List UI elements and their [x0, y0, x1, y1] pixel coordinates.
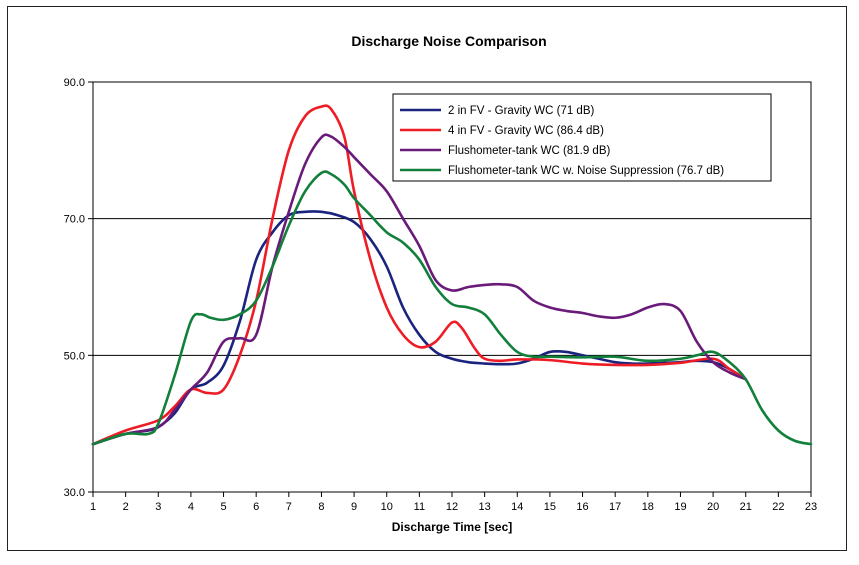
x-tick-label: 13 [479, 501, 491, 513]
x-axis-label: Discharge Time [sec] [392, 520, 513, 534]
series-line-1 [91, 210, 748, 446]
x-tick-label: 3 [155, 501, 161, 513]
y-tick-label: 90.0 [64, 77, 85, 89]
x-tick-label: 21 [740, 501, 752, 513]
x-tick-label: 11 [414, 501, 425, 513]
x-tick-label: 16 [576, 501, 588, 513]
x-axis: 1 2 3 4 5 6 7 8 9 10 11 12 13 14 15 16 17 18 19 20 21 22 23 [90, 492, 817, 513]
legend-label-1: 2 in FV - Gravity WC (71 dB) [448, 105, 595, 117]
x-tick-label: 2 [123, 501, 129, 513]
legend-label-3: Flushometer-tank WC (81.9 dB) [448, 145, 611, 157]
series-line-2 [91, 104, 748, 446]
x-tick-label: 19 [674, 501, 686, 513]
series-lines [91, 104, 813, 446]
gridlines [93, 218, 811, 356]
y-tick-label: 50.0 [64, 350, 85, 362]
x-tick-label: 9 [351, 501, 357, 513]
x-tick-label: 8 [318, 501, 324, 513]
legend-box [392, 93, 772, 182]
x-tick-label: 6 [253, 501, 259, 513]
x-tick-label: 10 [381, 501, 393, 513]
x-tick-label: 1 [90, 501, 96, 513]
y-tick-label: 70.0 [64, 214, 85, 226]
x-tick-label: 14 [511, 501, 523, 513]
chart-frame: Discharge Noise Comparison 30.0 50.0 70.0 9… [7, 6, 847, 551]
y-axis: 30.0 50.0 70.0 90.0 [64, 77, 93, 499]
legend: 2 in FV - Gravity WC (71 dB) 4 in FV - Gr… [392, 93, 772, 182]
legend-label-4: Flushometer-tank WC w. Noise Suppression… [448, 165, 724, 177]
x-tick-label: 23 [805, 501, 817, 513]
chart-title: Discharge Noise Comparison [351, 33, 546, 49]
series-line-3 [91, 133, 748, 446]
x-tick-label: 17 [609, 501, 621, 513]
x-tick-label: 12 [446, 501, 458, 513]
series-line-4 [91, 170, 813, 446]
x-tick-label: 22 [772, 501, 784, 513]
x-tick-label: 4 [188, 501, 194, 513]
x-tick-label: 15 [544, 501, 556, 513]
x-tick-label: 18 [642, 501, 654, 513]
y-tick-label: 30.0 [64, 487, 85, 499]
x-tick-label: 20 [707, 501, 719, 513]
discharge-noise-chart: Discharge Noise Comparison 30.0 50.0 70.0 9… [64, 33, 818, 534]
x-tick-label: 5 [220, 501, 226, 513]
legend-label-2: 4 in FV - Gravity WC (86.4 dB) [448, 125, 604, 137]
x-tick-label: 7 [286, 501, 292, 513]
